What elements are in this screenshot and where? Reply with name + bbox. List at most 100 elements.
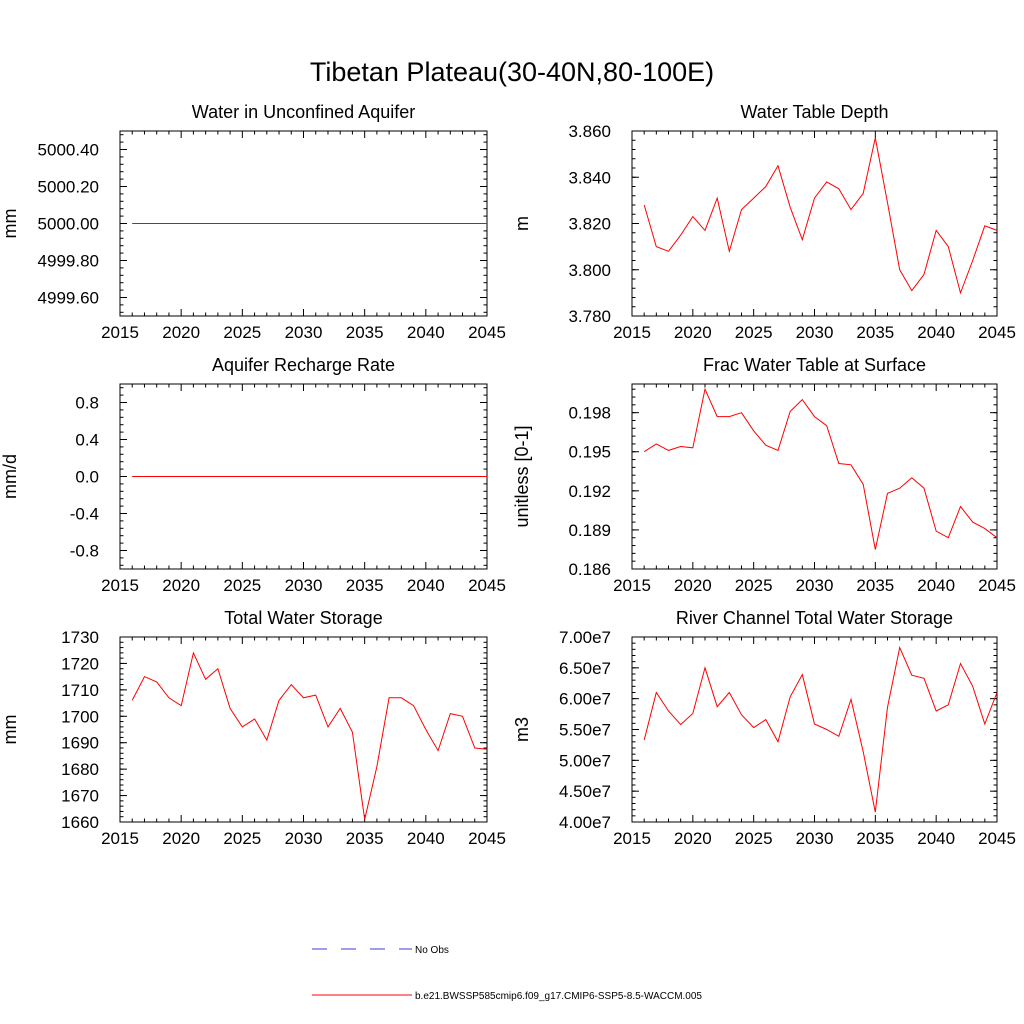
y-tick-label: 5000.40: [38, 141, 99, 160]
x-tick-label: 2025: [735, 829, 773, 848]
x-tick-label: 2045: [468, 576, 506, 595]
panel-6: River Channel Total Water Storage m3 2015 2…: [512, 608, 1016, 848]
x-tick-label: 2040: [407, 576, 445, 595]
y-tick-label: 5.00e7: [559, 751, 611, 770]
y-tick-label: 1660: [61, 813, 99, 832]
y-tick-label: 4.50e7: [559, 782, 611, 801]
panel-1: Water in Unconfined Aquifer mm 2015 2020 202…: [0, 102, 506, 342]
y-axis-label: unitless [0-1]: [512, 425, 532, 527]
y-axis-label: m: [512, 216, 532, 231]
x-tick-label: 2035: [856, 829, 894, 848]
y-tick-label: 0.186: [568, 560, 611, 579]
x-tick-label: 2015: [101, 323, 139, 342]
y-tick-label: 0.4: [75, 431, 99, 450]
x-tick-label: 2025: [735, 576, 773, 595]
plot-frame: [631, 130, 998, 317]
x-tick-label: 2045: [468, 323, 506, 342]
y-tick-label: 3.820: [568, 215, 611, 234]
panels: Water in Unconfined Aquifer mm 2015 2020 202…: [0, 102, 1016, 848]
y-tick-label: 1710: [61, 681, 99, 700]
x-tick-label: 2035: [856, 323, 894, 342]
series-line: [643, 645, 998, 813]
x-tick-label: 2035: [346, 323, 384, 342]
panel-3: Aquifer Recharge Rate mm/d 2015 2020 2025 203…: [0, 355, 506, 595]
panel-2: Water Table Depth m 2015 2020 2025 2030 2035 20…: [512, 102, 1016, 342]
x-tick-label: 2020: [674, 829, 712, 848]
x-tick-label: 2040: [917, 576, 955, 595]
panel-title: Water Table Depth: [740, 102, 888, 122]
x-tick-label: 2040: [407, 323, 445, 342]
y-tick-label: 0.198: [568, 404, 611, 423]
y-tick-label: 6.00e7: [559, 690, 611, 709]
x-tick-label: 2045: [978, 323, 1016, 342]
x-tick-label: 2030: [285, 829, 323, 848]
x-tick-label: 2025: [223, 829, 261, 848]
y-tick-label: 0.195: [568, 443, 611, 462]
y-tick-label: 5.50e7: [559, 721, 611, 740]
y-tick-label: 0.192: [568, 482, 611, 501]
legend-label-no-obs: No Obs: [415, 945, 449, 956]
plot-frame: [119, 636, 488, 823]
x-tick-label: 2045: [978, 576, 1016, 595]
x-tick-label: 2030: [285, 576, 323, 595]
panel-title: Water in Unconfined Aquifer: [192, 102, 415, 122]
x-tick-label: 2015: [101, 576, 139, 595]
y-tick-label: 0.0: [75, 468, 99, 487]
y-tick-label: 5000.00: [38, 215, 99, 234]
x-tick-label: 2015: [613, 576, 651, 595]
y-tick-label: 3.800: [568, 261, 611, 280]
y-tick-label: -0.8: [70, 542, 99, 561]
y-tick-label: 1680: [61, 760, 99, 779]
y-tick-label: 4999.80: [38, 252, 99, 271]
x-tick-label: 2045: [468, 829, 506, 848]
x-tick-label: 2040: [917, 829, 955, 848]
x-tick-label: 2020: [162, 576, 200, 595]
x-tick-label: 2020: [162, 323, 200, 342]
y-tick-label: -0.4: [70, 505, 99, 524]
x-tick-label: 2040: [407, 829, 445, 848]
x-tick-label: 2025: [223, 323, 261, 342]
y-tick-label: 7.00e7: [559, 628, 611, 647]
legend: No Obs b.e21.BWSSP585cmip6.f09_g17.CMIP6…: [312, 945, 702, 1002]
x-tick-label: 2040: [917, 323, 955, 342]
y-axis-label: mm: [0, 715, 20, 745]
y-axis-label: m3: [512, 717, 532, 742]
y-tick-label: 5000.20: [38, 178, 99, 197]
plot-frame: [631, 383, 998, 570]
plot-frame: [631, 636, 998, 823]
y-tick-label: 3.840: [568, 168, 611, 187]
y-tick-label: 1700: [61, 707, 99, 726]
legend-label-simulation: b.e21.BWSSP585cmip6.f09_g17.CMIP6-SSP5-8…: [415, 991, 702, 1002]
x-tick-label: 2025: [735, 323, 773, 342]
x-tick-label: 2045: [978, 829, 1016, 848]
y-tick-label: 1720: [61, 654, 99, 673]
x-tick-label: 2035: [346, 829, 384, 848]
series-line: [131, 651, 488, 820]
y-tick-label: 4999.60: [38, 289, 99, 308]
x-tick-label: 2020: [674, 576, 712, 595]
y-tick-label: 3.780: [568, 307, 611, 326]
x-tick-label: 2035: [346, 576, 384, 595]
x-tick-label: 2030: [796, 829, 834, 848]
panel-4: Frac Water Table at Surface unitless [0-1…: [512, 355, 1016, 595]
x-tick-label: 2020: [674, 323, 712, 342]
x-tick-label: 2035: [856, 576, 894, 595]
x-tick-label: 2030: [796, 323, 834, 342]
y-axis-label: mm: [0, 209, 20, 239]
x-tick-label: 2015: [613, 323, 651, 342]
y-tick-label: 4.00e7: [559, 813, 611, 832]
x-tick-label: 2015: [101, 829, 139, 848]
x-tick-label: 2015: [613, 829, 651, 848]
panel-title: Frac Water Table at Surface: [703, 355, 926, 375]
series-line: [643, 387, 998, 550]
y-tick-label: 1670: [61, 787, 99, 806]
y-tick-label: 6.50e7: [559, 659, 611, 678]
figure-title: Tibetan Plateau(30-40N,80-100E): [310, 57, 714, 87]
y-tick-label: 3.860: [568, 122, 611, 141]
y-axis-label: mm/d: [0, 454, 20, 499]
panel-title: Aquifer Recharge Rate: [212, 355, 395, 375]
y-tick-label: 1730: [61, 628, 99, 647]
panel-title: River Channel Total Water Storage: [676, 608, 953, 628]
series-line: [643, 137, 998, 295]
